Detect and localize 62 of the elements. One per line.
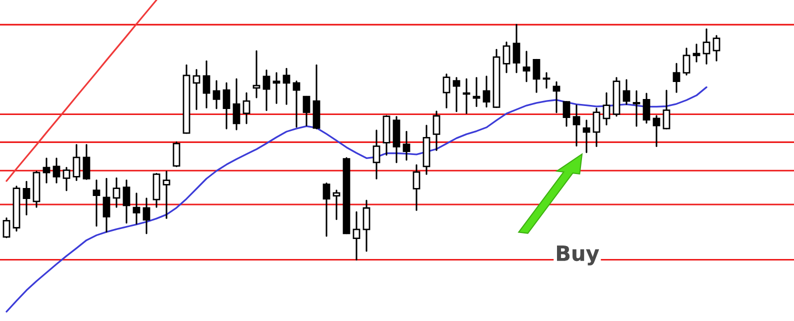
candlestick [62, 166, 70, 192]
candlestick [552, 81, 560, 114]
candlestick [582, 120, 590, 154]
candlestick [662, 90, 670, 130]
candlestick [692, 44, 700, 62]
candlestick [112, 177, 120, 208]
candlestick [262, 70, 270, 111]
candlestick [572, 104, 580, 146]
candlestick [142, 198, 150, 234]
candlestick [192, 69, 200, 110]
candlestick [2, 217, 10, 238]
candlestick [442, 74, 450, 108]
candlestick [172, 141, 180, 168]
candlestick [362, 200, 370, 252]
candlestick [162, 170, 170, 219]
candlestick [352, 211, 360, 260]
candlestick [542, 72, 550, 89]
candlestick [132, 192, 140, 225]
candlestick [592, 108, 600, 147]
candlestick [252, 50, 260, 98]
candlestick [672, 62, 680, 93]
candlestick [52, 158, 60, 184]
candlestick [102, 178, 110, 233]
candlestick [222, 82, 230, 130]
candlestick [522, 50, 530, 82]
candlestick [242, 92, 250, 124]
candlestick [122, 180, 130, 224]
candlestick [652, 115, 660, 147]
candlestick [82, 144, 90, 180]
candlestick [482, 76, 490, 108]
candlestick [302, 96, 310, 126]
candlestick [332, 190, 340, 220]
candlestick [432, 110, 440, 151]
candlestick [322, 182, 330, 237]
candlestick [712, 34, 720, 62]
candlestick [202, 60, 210, 108]
candlestick [212, 80, 220, 110]
candlestick [682, 48, 690, 76]
candlestick [472, 77, 480, 107]
candlestick [532, 58, 540, 93]
candlestick [272, 72, 280, 104]
annotation: Buy [557, 246, 600, 266]
candlestick [502, 42, 510, 74]
candlestick [292, 80, 300, 128]
candlestick [632, 90, 640, 127]
candlestick [452, 77, 460, 112]
candlestick [22, 180, 30, 216]
candlestick [412, 164, 420, 211]
candlestick [92, 180, 100, 227]
candlestick [402, 130, 410, 161]
candlestick [282, 68, 290, 105]
candlestick [562, 101, 570, 127]
candlestick [42, 158, 50, 184]
candlestick [372, 130, 380, 180]
candlestick [642, 92, 650, 124]
candlestick [232, 78, 240, 130]
candlestick [462, 78, 470, 114]
candlestick [602, 92, 610, 126]
candlestick [702, 28, 710, 64]
candlestick [72, 144, 80, 182]
candlestick [512, 24, 520, 74]
candlestick [622, 79, 630, 105]
